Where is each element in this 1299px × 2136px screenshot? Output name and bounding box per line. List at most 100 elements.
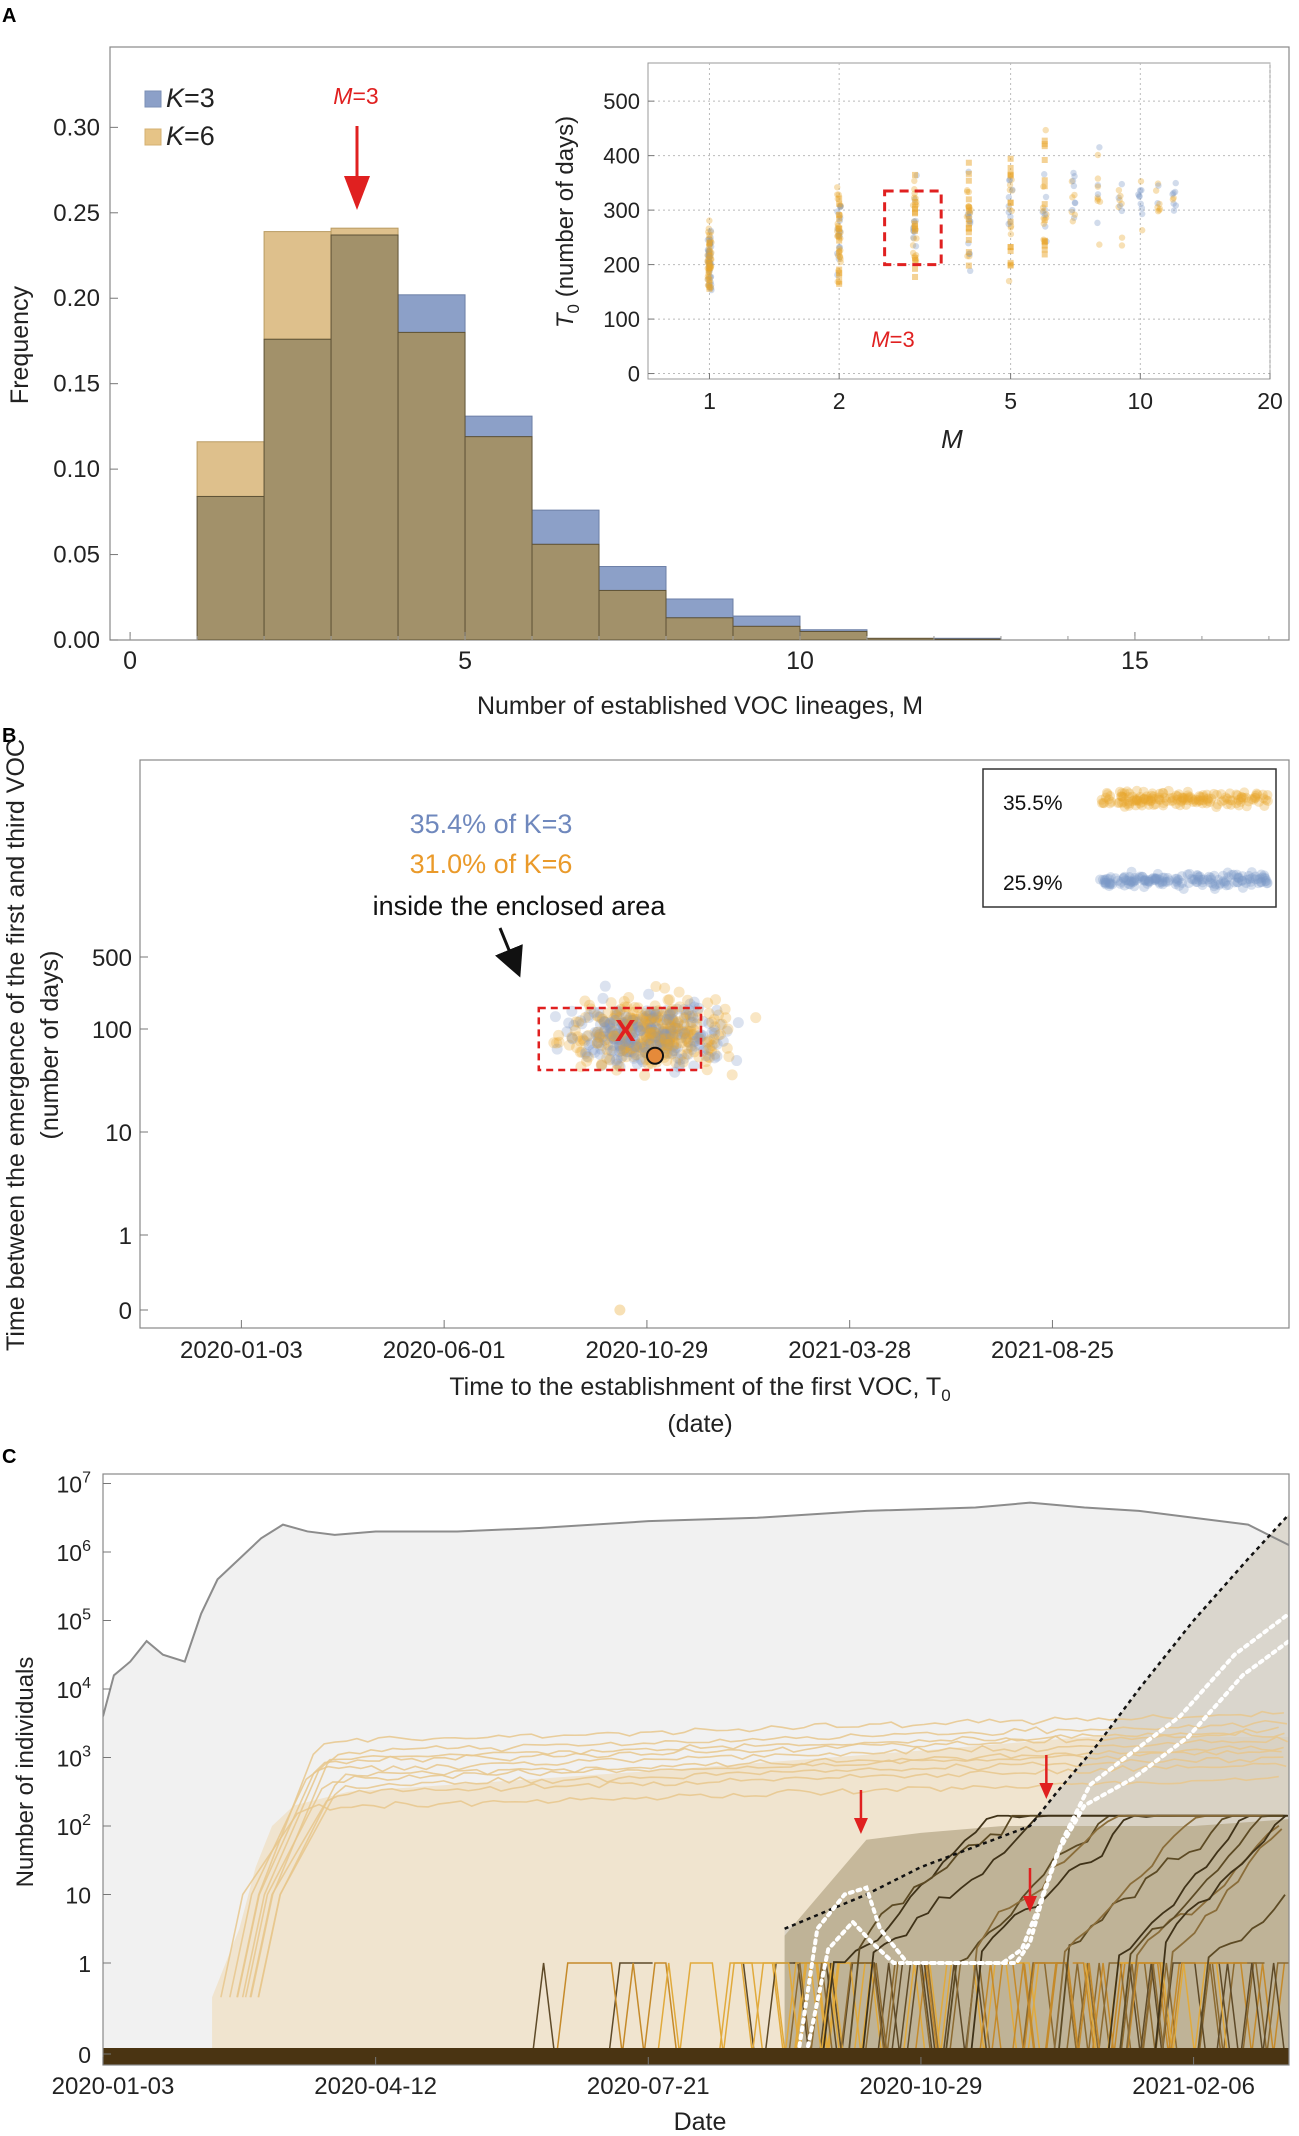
inset-point-k6 xyxy=(1094,175,1102,182)
scatter-point-k6 xyxy=(619,1007,631,1019)
scatter-point-k6 xyxy=(621,1035,633,1047)
scatter-point-k6 xyxy=(663,1014,675,1026)
legend-point-k3 xyxy=(1097,874,1108,885)
scatter-point-k3 xyxy=(666,1007,678,1019)
scatter-point-k6 xyxy=(627,1014,639,1026)
legend-point-k3 xyxy=(1192,870,1203,881)
scatter-point-k6 xyxy=(613,1060,625,1072)
legend-point-k3 xyxy=(1207,878,1218,889)
inset-point-k3 xyxy=(1136,193,1143,200)
scatter-point-k6 xyxy=(640,1007,652,1019)
legend-point-k6 xyxy=(1137,797,1148,808)
scatter-point-k6 xyxy=(678,1019,690,1031)
legend-point-k6 xyxy=(1154,788,1165,799)
legend-point-k3 xyxy=(1099,874,1110,885)
scatter-point-k6 xyxy=(606,1026,618,1038)
inset-point-k6 xyxy=(1156,207,1163,214)
legend-point-k3 xyxy=(1104,877,1115,888)
scatter-point-k6 xyxy=(592,1026,604,1038)
legend-point-k6 xyxy=(1122,799,1133,810)
scatter-point-k6 xyxy=(631,1049,643,1061)
legend-point-k3 xyxy=(1095,874,1106,885)
legend-point-k3 xyxy=(1232,877,1243,888)
scatter-point-k6 xyxy=(602,1007,614,1019)
inset-y-axis-label: T0 (number of days) xyxy=(552,116,583,328)
scatter-point-k6 xyxy=(668,1036,680,1048)
scatter-point-k3 xyxy=(628,1026,640,1038)
scatter-point-k6 xyxy=(683,1008,695,1020)
scatter-point-k3 xyxy=(614,1040,626,1052)
legend-point-k6 xyxy=(1248,794,1259,805)
scatter-point-k3 xyxy=(678,1003,690,1015)
scatter-point-k3 xyxy=(623,1040,635,1052)
legend-point-k6 xyxy=(1179,792,1190,803)
scatter-point-k6 xyxy=(726,1069,738,1081)
annotation-enclosed-area: inside the enclosed area xyxy=(373,891,667,921)
scatter-point-k3 xyxy=(593,1006,605,1018)
panel-a-ticks: 0 5 10 150.000.050.100.150.200.250.30 xyxy=(53,114,1270,675)
legend-point-k6 xyxy=(1123,796,1134,807)
legend-point-k6 xyxy=(1246,794,1257,805)
legend-point-k6 xyxy=(1211,802,1222,813)
inset-point-dense xyxy=(706,243,713,250)
scatter-point-k6 xyxy=(645,1013,657,1025)
legend-point-k6 xyxy=(1218,795,1229,806)
legend-point-k6 xyxy=(1153,792,1164,803)
a-ytick-label: 0.00 xyxy=(53,627,100,654)
scatter-point-k3 xyxy=(648,1012,660,1024)
scatter-point-k3 xyxy=(598,1034,610,1046)
legend-point-k3 xyxy=(1124,875,1135,886)
scatter-point-k6 xyxy=(591,1037,603,1049)
scatter-point-k6 xyxy=(579,995,591,1007)
scatter-point-k3 xyxy=(703,1017,715,1029)
inset-point-k3 xyxy=(1071,173,1078,180)
scatter-point-k6 xyxy=(579,1035,591,1047)
bar-k3-bin-5 xyxy=(464,415,533,438)
a-ytick-label: 0.10 xyxy=(53,456,100,483)
scatter-point-k3 xyxy=(654,1036,666,1048)
legend-point-k6 xyxy=(1195,792,1206,803)
scatter-point-k3 xyxy=(640,1032,652,1044)
legend-point-k3 xyxy=(1205,872,1216,883)
scatter-point-k3 xyxy=(628,1033,640,1045)
legend-point-k6 xyxy=(1167,795,1178,806)
legend-point-k3 xyxy=(1210,879,1221,890)
legend-point-k6 xyxy=(1262,795,1273,806)
inset-point-dense xyxy=(1007,244,1014,251)
scatter-point-k3 xyxy=(682,1048,694,1060)
inset-point-k3 xyxy=(1118,207,1126,215)
scatter-point-k6 xyxy=(627,1042,639,1054)
legend-point-k3 xyxy=(1253,874,1264,885)
legend-point-k3 xyxy=(1143,874,1154,885)
legend-point-k3 xyxy=(1162,876,1173,887)
legend-point-k6 xyxy=(1113,798,1124,809)
bar-k3-bin-4 xyxy=(397,294,466,333)
scatter-point-k6 xyxy=(655,1032,667,1044)
scatter-point-k3 xyxy=(678,1011,690,1023)
scatter-point-k6 xyxy=(566,1031,578,1043)
panel-b-legend: 35.5% 25.9% xyxy=(982,768,1277,908)
scatter-point-k3 xyxy=(606,1030,618,1042)
scatter-point-k3 xyxy=(621,1046,633,1058)
c-ytick-label: 104 xyxy=(57,1675,92,1703)
panel-b-label: B xyxy=(2,725,16,747)
a-ytick-label: 0.15 xyxy=(53,371,100,398)
legend-point-k3 xyxy=(1157,876,1168,887)
early-lineage-line xyxy=(236,1710,1284,1998)
scatter-point-k6 xyxy=(671,1022,683,1034)
scatter-point-k3 xyxy=(611,1006,623,1018)
scatter-point-k6 xyxy=(569,1025,581,1037)
scatter-point-k6 xyxy=(617,1018,629,1030)
scatter-point-k3 xyxy=(665,1025,677,1037)
legend-point-k6 xyxy=(1216,796,1227,807)
scatter-point-k3 xyxy=(682,1025,694,1037)
scatter-point-k6 xyxy=(595,1059,607,1071)
inset-xtick-label: 1 xyxy=(703,388,716,414)
scatter-point-k3 xyxy=(711,1004,723,1016)
inset-point-dense xyxy=(1041,217,1048,224)
inset-point-dense xyxy=(912,199,919,206)
legend-point-k3 xyxy=(1137,871,1148,882)
panel-b-legend-box xyxy=(982,768,1277,908)
legend-swatch-k3 xyxy=(144,90,162,108)
scatter-point-k6 xyxy=(658,1040,670,1052)
